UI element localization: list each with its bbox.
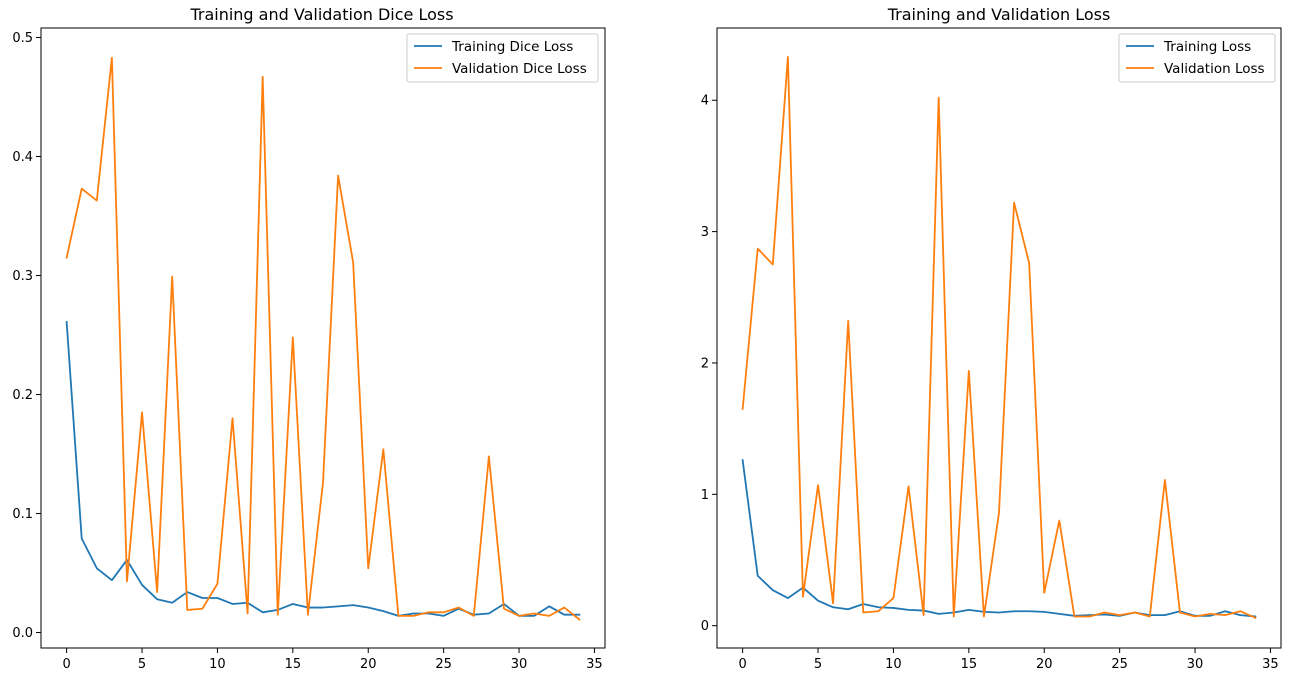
legend-label-validation: Validation Loss (1164, 61, 1265, 77)
loss-chart: Training and Validation Loss 0 5 10 15 20 25 3… (701, 5, 1282, 672)
legend: Training Loss Validation Loss (1118, 33, 1276, 83)
dice-loss-chart: Training and Validation Dice Loss 0 5 10 15… (12, 5, 606, 672)
y-tick-label: 0.0 (12, 626, 33, 641)
x-tick-label: 20 (1036, 657, 1053, 672)
x-axis: 0 5 10 15 20 25 30 35 (738, 648, 1279, 672)
series-lines (65, 56, 581, 621)
y-tick-label: 3 (701, 225, 709, 240)
x-tick-label: 35 (586, 657, 603, 672)
legend-label-validation: Validation Dice Loss (452, 61, 587, 77)
series-line-validation (741, 56, 1257, 619)
x-tick-label: 15 (285, 657, 302, 672)
plot-area-frame (40, 27, 606, 649)
legend-frame (1118, 33, 1276, 83)
y-tick-label: 2 (701, 356, 709, 371)
x-tick-label: 10 (885, 657, 902, 672)
x-tick-label: 15 (961, 657, 978, 672)
x-tick-label: 10 (209, 657, 226, 672)
x-tick-label: 5 (138, 657, 146, 672)
x-axis: 0 5 10 15 20 25 30 35 (62, 648, 603, 672)
y-tick-label: 1 (701, 488, 709, 503)
x-tick-label: 35 (1262, 657, 1279, 672)
y-tick-label: 0.3 (12, 269, 33, 284)
legend: Training Dice Loss Validation Dice Loss (406, 33, 599, 83)
x-tick-label: 30 (511, 657, 528, 672)
plot-area-frame (716, 27, 1282, 649)
x-tick-label: 30 (1187, 657, 1204, 672)
series-line-training (65, 320, 581, 617)
y-tick-label: 4 (701, 94, 709, 109)
legend-label-training: Training Dice Loss (451, 39, 573, 55)
chart-title: Training and Validation Dice Loss (189, 5, 453, 24)
series-line-training (741, 459, 1257, 618)
y-tick-label: 0.4 (12, 150, 33, 165)
y-tick-label: 0.5 (12, 31, 33, 46)
y-tick-label: 0 (701, 619, 709, 634)
legend-label-training: Training Loss (1163, 39, 1251, 55)
series-line-validation (65, 56, 581, 621)
x-tick-label: 25 (435, 657, 452, 672)
y-tick-label: 0.1 (12, 507, 33, 522)
y-axis: 0 1 2 3 4 (701, 94, 717, 634)
chart-title: Training and Validation Loss (887, 5, 1111, 24)
legend-frame (406, 33, 599, 83)
y-tick-label: 0.2 (12, 388, 33, 403)
series-lines (741, 56, 1257, 619)
x-tick-label: 5 (814, 657, 822, 672)
x-tick-label: 0 (738, 657, 746, 672)
x-tick-label: 25 (1111, 657, 1128, 672)
y-axis: 0.0 0.1 0.2 0.3 0.4 0.5 (12, 31, 41, 641)
x-tick-label: 20 (360, 657, 377, 672)
x-tick-label: 0 (62, 657, 70, 672)
